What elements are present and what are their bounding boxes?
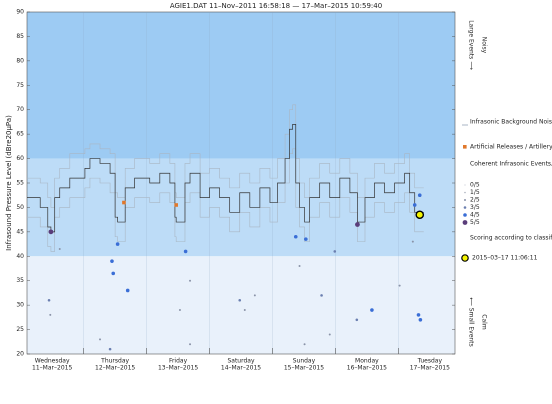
x-tick-label: Thursday	[100, 358, 129, 365]
side-label: ⟵ Small Events	[468, 297, 475, 346]
legend-artificial-marker	[463, 145, 467, 149]
legend-score-marker	[464, 199, 466, 201]
event-point	[189, 343, 192, 346]
y-tick-label: 85	[16, 33, 24, 40]
event-point	[111, 271, 116, 276]
legend-score-label: 3/5	[470, 204, 480, 211]
x-tick-date: 17–Mar–2015	[410, 365, 450, 372]
event-point	[418, 318, 423, 322]
y-tick-label: 30	[16, 302, 24, 309]
event-point	[243, 309, 246, 312]
event-point	[303, 343, 306, 346]
event-point	[58, 247, 61, 250]
legend-score-label: 4/5	[470, 212, 480, 219]
legend-label: Artificial Releases / Artillery	[470, 144, 552, 151]
event-point	[333, 250, 337, 253]
y-tick-label: 80	[16, 57, 24, 64]
event-point	[398, 284, 401, 287]
event-point	[416, 313, 421, 317]
legend-score-marker	[464, 191, 466, 194]
side-label: Noisy	[481, 37, 488, 54]
legend-highlight-label: 2015–03–17 11:06:11	[472, 255, 538, 262]
y-tick-label: 60	[16, 155, 24, 162]
x-tick-label: Wednesday	[35, 358, 70, 365]
event-point	[355, 222, 360, 227]
x-tick-label: Saturday	[227, 358, 254, 365]
y-tick-label: 90	[16, 9, 24, 16]
side-label: Calm	[481, 314, 488, 330]
y-tick-label: 70	[16, 106, 24, 113]
legend-score-marker	[462, 220, 468, 225]
x-tick-label: Tuesday	[417, 358, 443, 365]
legend-highlight-marker	[461, 254, 469, 262]
x-tick-date: 13–Mar–2015	[158, 365, 198, 372]
event-point	[189, 279, 192, 282]
legend-title: Coherent Infrasonic Events, by Score:	[470, 161, 552, 168]
x-tick-label: Monday	[355, 358, 379, 365]
legend-score-marker	[463, 206, 467, 209]
y-tick-label: 65	[16, 131, 24, 138]
event-point	[412, 203, 417, 207]
legend-note: Scoring according to classification boun…	[470, 235, 552, 242]
y-tick-label: 25	[16, 326, 24, 333]
event-point	[253, 294, 256, 297]
side-label: Large Events ⟶	[468, 20, 475, 70]
x-tick-date: 15–Mar–2015	[284, 365, 324, 372]
event-point	[328, 333, 331, 336]
legend-score-label: 2/5	[470, 197, 480, 204]
legend-score-label: 0/5	[470, 182, 480, 189]
y-tick-label: 75	[16, 82, 24, 89]
legend-score-label: 5/5	[470, 219, 480, 226]
event-point	[355, 318, 359, 322]
x-tick-date: 11–Mar–2015	[32, 365, 72, 372]
event-point	[293, 234, 298, 239]
event-point	[298, 265, 301, 268]
artificial-point	[174, 203, 178, 207]
y-tick-label: 20	[16, 351, 24, 358]
event-point	[110, 259, 114, 263]
highlight-point	[415, 210, 425, 220]
legend-score-label: 1/5	[470, 189, 480, 196]
x-tick-date: 16–Mar–2015	[347, 365, 387, 372]
x-tick-date: 14–Mar–2015	[221, 365, 261, 372]
legend-score-marker	[464, 184, 466, 186]
y-tick-label: 40	[16, 253, 24, 260]
event-point	[125, 288, 130, 293]
event-point	[320, 294, 323, 297]
y-axis-label: Infrasound Pressure Level (dBre20µPa)	[5, 115, 13, 251]
x-tick-label: Friday	[169, 358, 188, 365]
x-tick-label: Sunday	[293, 358, 316, 365]
event-point	[47, 298, 51, 302]
event-point	[49, 313, 52, 316]
event-point	[183, 249, 188, 254]
event-point	[417, 193, 422, 198]
event-point	[115, 242, 120, 246]
event-point	[304, 237, 308, 241]
event-point	[48, 229, 54, 235]
noise-range	[27, 104, 424, 208]
event-point	[99, 338, 102, 341]
legend-label: Infrasonic Background Noise	[470, 119, 552, 126]
y-tick-label: 45	[16, 228, 24, 235]
artificial-point	[122, 200, 126, 205]
band	[27, 12, 455, 159]
x-tick-date: 12–Mar–2015	[95, 365, 135, 372]
legend-score-marker	[463, 213, 467, 217]
event-point	[108, 347, 112, 351]
band	[27, 158, 455, 257]
event-point	[238, 298, 242, 302]
noise-line	[27, 124, 424, 233]
event-point	[411, 240, 414, 243]
event-point	[370, 308, 374, 312]
y-tick-label: 55	[16, 180, 24, 187]
chart-title: AGIE1.DAT 11–Nov–2011 16:58:18 — 17–Mar–…	[170, 2, 382, 10]
y-tick-label: 50	[16, 204, 24, 211]
event-point	[178, 309, 181, 312]
y-tick-label: 35	[16, 277, 24, 284]
band	[27, 256, 455, 354]
